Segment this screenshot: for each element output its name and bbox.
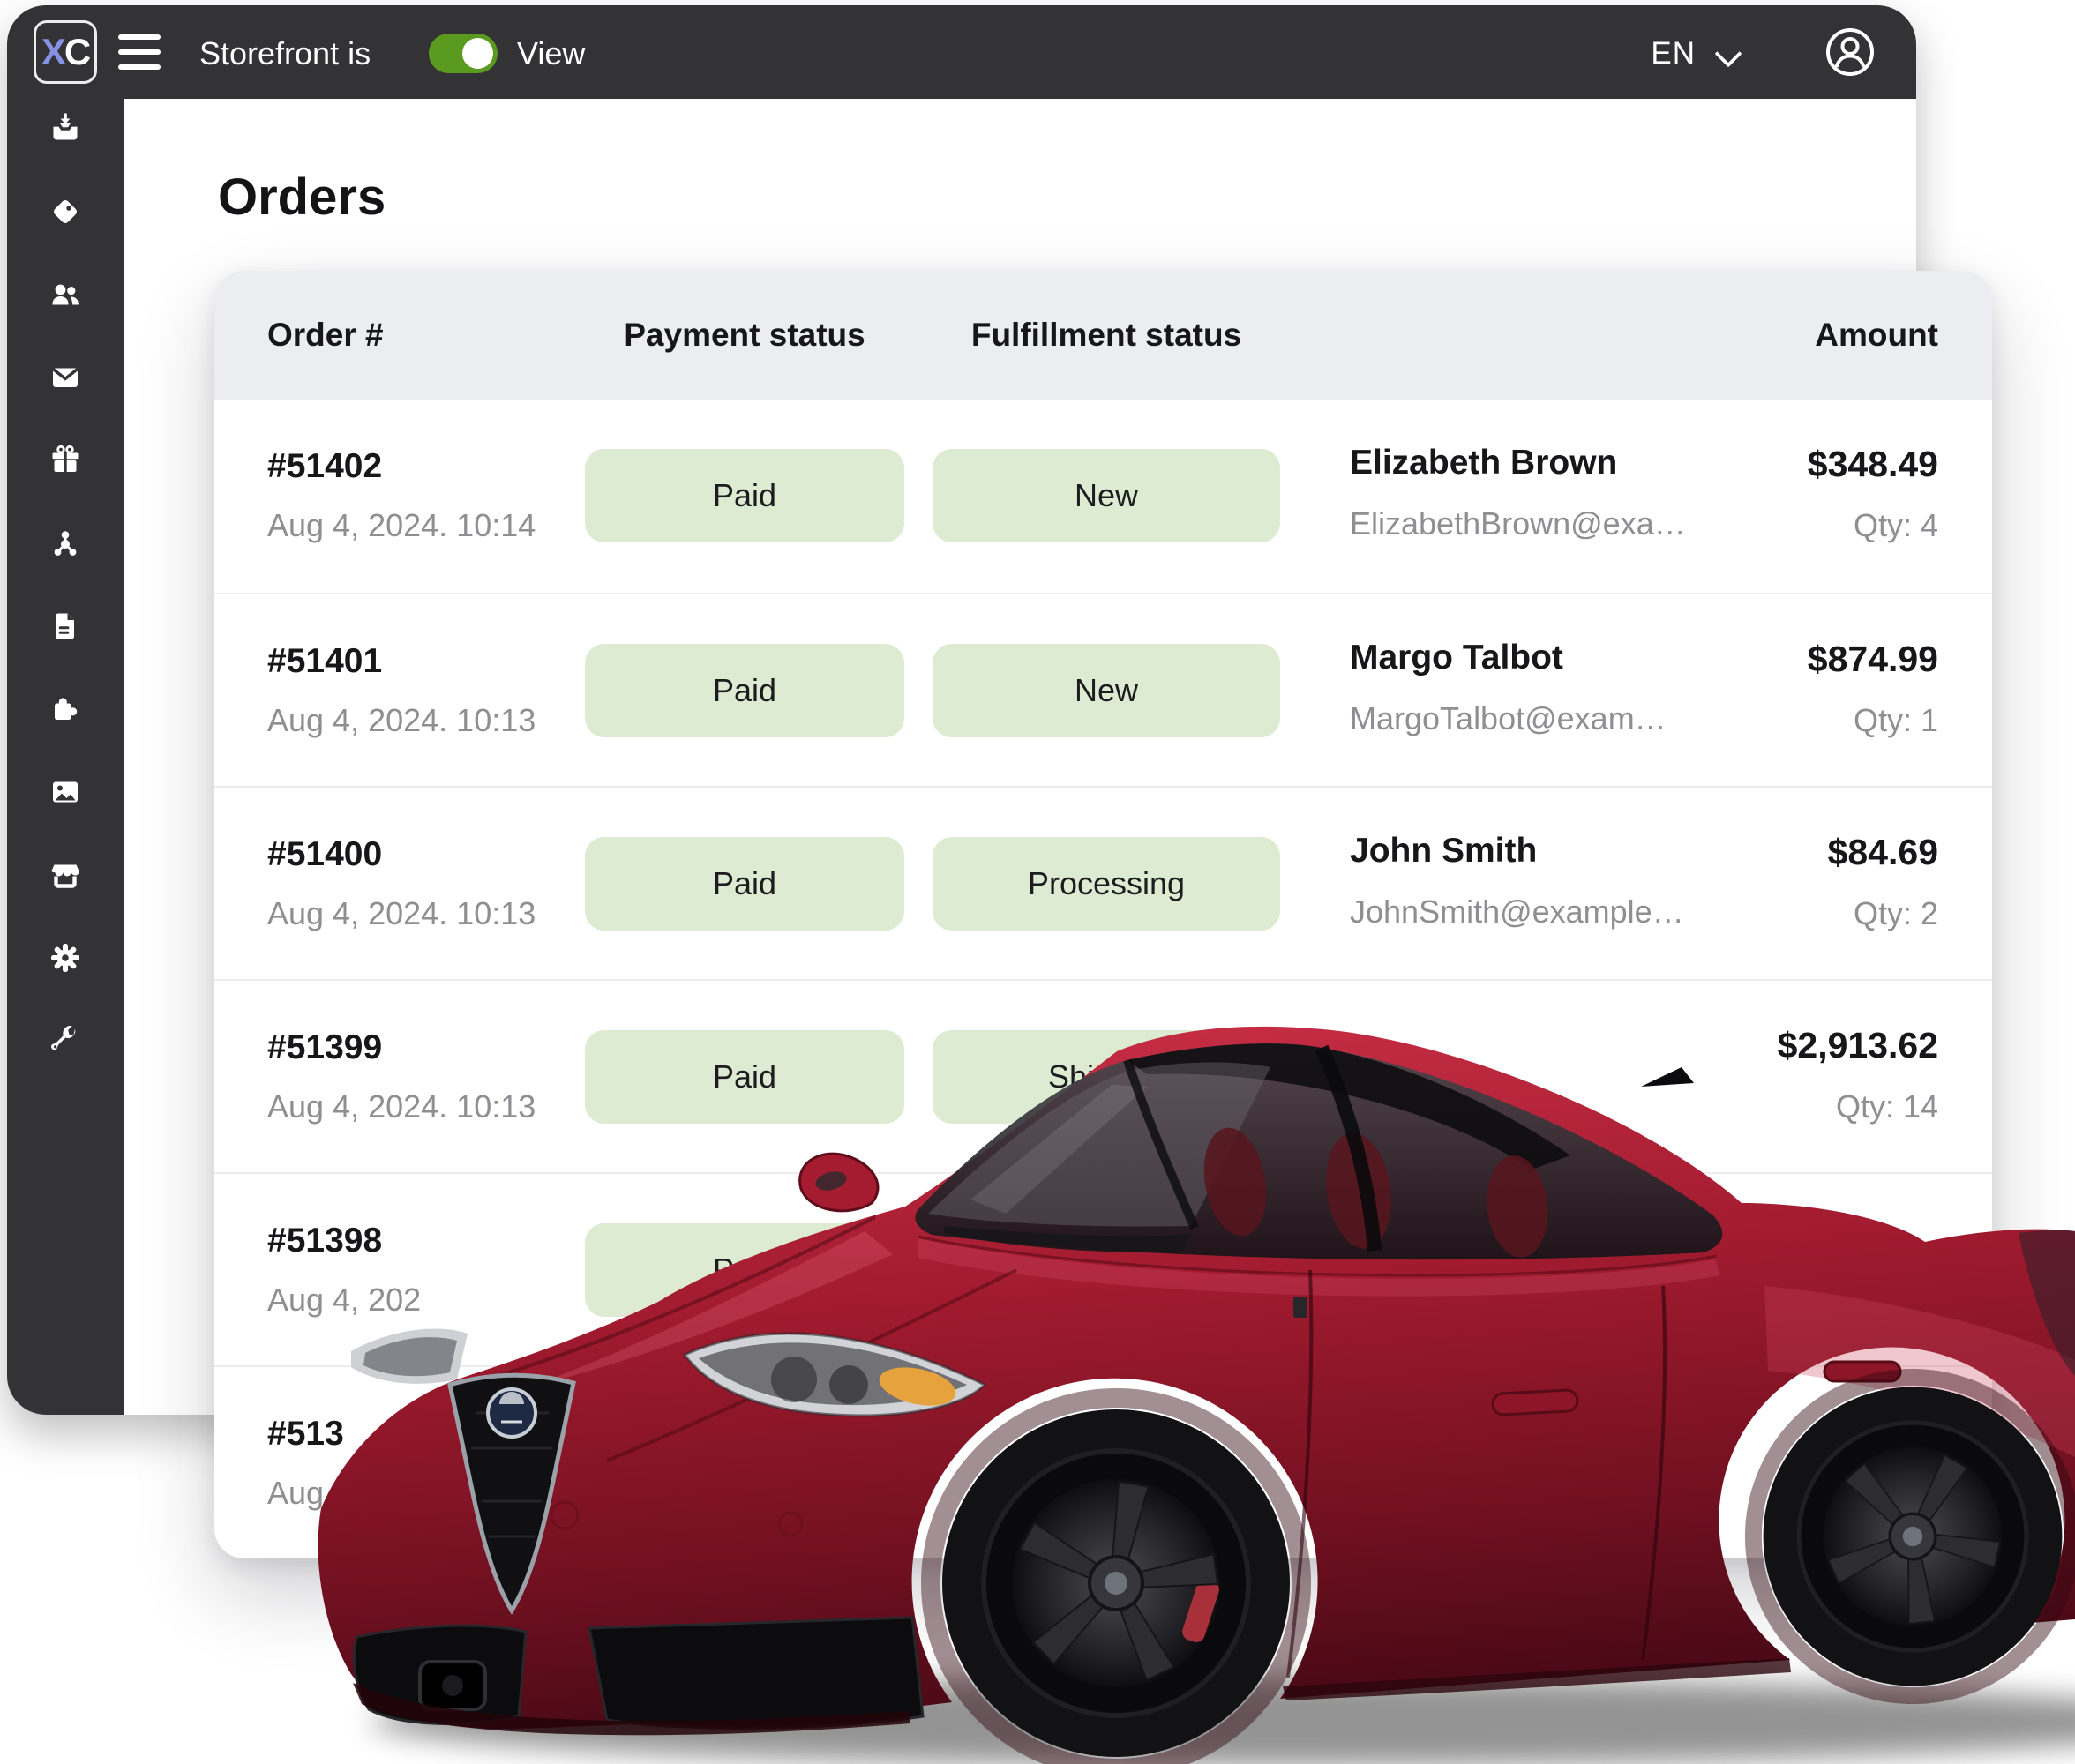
sidebar-item-puzzle-icon[interactable] bbox=[48, 691, 83, 727]
sidebar-item-document-icon[interactable] bbox=[48, 609, 83, 644]
sidebar-item-share-nodes-icon[interactable] bbox=[48, 526, 83, 561]
view-link[interactable]: View bbox=[517, 35, 586, 71]
order-quantity: Qty: 2 bbox=[1853, 895, 1938, 931]
table-header-row: Order # Payment status Fulfillment statu… bbox=[214, 271, 1992, 400]
customer-name: Elizabeth Brown bbox=[1350, 444, 1618, 482]
customer-email: ElizabethBrown@exa… bbox=[1350, 505, 1686, 542]
order-date: Aug 4, 2024. 10:14 bbox=[267, 507, 536, 543]
fulfillment-status-badge: Shipped bbox=[933, 1030, 1280, 1124]
payment-status-badge: Paid bbox=[585, 1223, 904, 1317]
storefront-toggle[interactable] bbox=[429, 34, 498, 73]
language-selector[interactable]: EN bbox=[1651, 36, 1696, 71]
order-amount: $2,913.62 bbox=[1777, 1025, 1938, 1065]
sidebar-item-store-icon[interactable] bbox=[48, 857, 83, 893]
table-row[interactable]: #513 Aug bbox=[214, 1365, 1992, 1560]
chevron-down-icon[interactable] bbox=[1714, 40, 1742, 68]
customer-email: Cohen@exam… bbox=[1350, 1087, 1585, 1123]
customer-name: John Smith bbox=[1350, 832, 1538, 870]
customer-email: MargoTalbot@exam… bbox=[1350, 700, 1667, 736]
payment-status-badge: Paid bbox=[585, 837, 904, 931]
order-quantity: Qty: 4 bbox=[1853, 507, 1938, 543]
sidebar-item-tag-icon[interactable] bbox=[48, 194, 83, 229]
order-number: #51402 bbox=[267, 447, 383, 485]
payment-status-badge: Paid bbox=[585, 644, 904, 737]
sidebar-item-gear-icon[interactable] bbox=[48, 940, 83, 975]
order-amount: $874.99 bbox=[1807, 639, 1938, 679]
order-date: Aug 4, 2024. 10:13 bbox=[267, 702, 536, 738]
order-number: #51400 bbox=[267, 835, 383, 873]
order-amount: $348.49 bbox=[1807, 444, 1938, 484]
table-row[interactable]: #51400 Aug 4, 2024. 10:13 Paid Processing… bbox=[214, 786, 1992, 981]
sidebar-item-users-icon[interactable] bbox=[48, 277, 83, 312]
header-amount: Amount bbox=[1815, 317, 1938, 353]
sidebar-item-wrench-icon[interactable] bbox=[48, 1023, 83, 1058]
order-amount: $84.69 bbox=[1827, 832, 1938, 872]
order-date: Aug 4, 202 bbox=[267, 1282, 422, 1318]
toggle-knob bbox=[462, 38, 493, 69]
header-order-number: Order # bbox=[267, 317, 384, 353]
header-fulfillment-status: Fulfillment status bbox=[970, 317, 1242, 353]
page-title: Orders bbox=[218, 168, 386, 226]
sidebar bbox=[7, 111, 124, 1058]
fulfillment-status-badge: New bbox=[933, 449, 1280, 542]
orders-table-card: Order # Payment status Fulfillment statu… bbox=[214, 271, 1992, 1558]
sidebar-item-image-icon[interactable] bbox=[48, 774, 83, 810]
table-row[interactable]: #51398 Aug 4, 202 Paid bbox=[214, 1172, 1992, 1367]
customer-name: Margo Talbot bbox=[1350, 639, 1563, 676]
fulfillment-status-badge: Processing bbox=[933, 837, 1280, 931]
table-row[interactable]: #51399 Aug 4, 2024. 10:13 Paid Shipped Co… bbox=[214, 979, 1992, 1174]
sidebar-item-inbox-in-icon[interactable] bbox=[48, 111, 83, 146]
order-date: Aug bbox=[267, 1475, 325, 1511]
storefront-label: Storefront is bbox=[199, 35, 371, 71]
order-date: Aug 4, 2024. 10:13 bbox=[267, 1088, 536, 1125]
sidebar-item-envelope-icon[interactable] bbox=[48, 360, 83, 395]
table-row[interactable]: #51402 Aug 4, 2024. 10:14 Paid New Elizab… bbox=[214, 400, 1992, 593]
fulfillment-status-badge: New bbox=[933, 644, 1280, 737]
logo-letter-c: C bbox=[64, 31, 91, 72]
order-quantity: Qty: 1 bbox=[1853, 702, 1938, 738]
order-number: #513 bbox=[267, 1415, 344, 1453]
header-payment-status: Payment status bbox=[624, 317, 865, 353]
order-quantity: Qty: 14 bbox=[1835, 1088, 1938, 1125]
hamburger-menu-icon[interactable] bbox=[118, 34, 161, 70]
order-date: Aug 4, 2024. 10:13 bbox=[267, 895, 536, 931]
customer-email: JohnSmith@example… bbox=[1350, 893, 1684, 930]
sidebar-item-gift-icon[interactable] bbox=[48, 443, 83, 478]
payment-status-badge: Paid bbox=[585, 1030, 904, 1124]
order-number: #51399 bbox=[267, 1028, 383, 1066]
order-number: #51401 bbox=[267, 642, 383, 680]
user-avatar-icon[interactable] bbox=[1824, 26, 1876, 78]
order-number: #51398 bbox=[267, 1222, 383, 1259]
table-row[interactable]: #51401 Aug 4, 2024. 10:13 Paid New Margo … bbox=[214, 593, 1992, 788]
payment-status-badge: Paid bbox=[585, 449, 904, 542]
logo-letter-x: X bbox=[41, 31, 66, 72]
